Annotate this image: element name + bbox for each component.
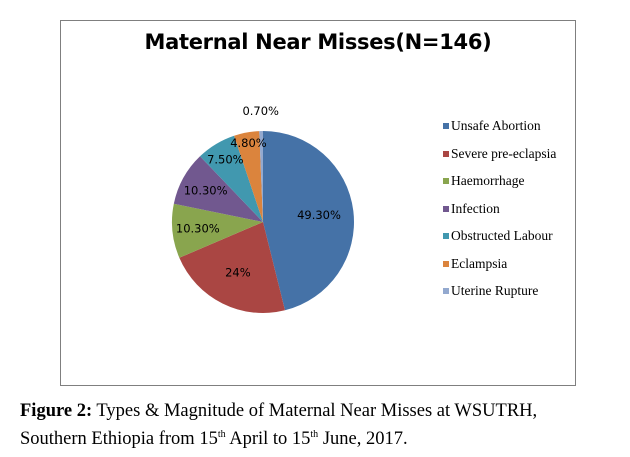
legend-item-infection: Infection <box>443 201 556 229</box>
pie-slice-obstructed-labour <box>200 135 263 222</box>
data-label-severe-pre-eclapsia: 24% <box>225 266 251 280</box>
legend-item-uterine-rupture: Uterine Rupture <box>443 283 556 311</box>
caption-line2a: Southern Ethiopia from 15 <box>20 429 218 450</box>
caption-label: Figure 2: <box>20 401 93 421</box>
data-label-obstructed-labour: 7.50% <box>207 153 244 167</box>
caption-sup1: th <box>217 429 226 440</box>
pie-slice-uterine-rupture <box>259 131 263 222</box>
data-label-haemorrhage: 10.30% <box>176 222 220 236</box>
data-label-unsafe-abortion: 49.30% <box>297 208 341 222</box>
legend-item-eclampsia: Eclampsia <box>443 256 556 284</box>
legend-swatch <box>443 260 449 267</box>
caption-sup2: th <box>310 429 319 440</box>
legend: Unsafe Abortion Severe pre-eclapsia Haemor… <box>443 118 556 311</box>
legend-label: Infection <box>451 200 500 216</box>
legend-swatch <box>443 150 449 157</box>
caption-line1: Types & Magnitude of Maternal Near Misse… <box>92 401 538 421</box>
figure-caption: Figure 2: Types & Magnitude of Maternal … <box>20 400 620 451</box>
chart-title: Maternal Near Misses(N=146) <box>144 30 492 54</box>
legend-item-unsafe-abortion: Unsafe Abortion <box>443 118 556 146</box>
legend-item-obstructed-labour: Obstructed Labour <box>443 228 556 256</box>
legend-item-severe-pre-eclapsia: Severe pre-eclapsia <box>443 146 556 174</box>
pie-slice-unsafe-abortion <box>263 131 354 311</box>
legend-label: Obstructed Labour <box>451 228 553 243</box>
legend-swatch <box>443 205 449 212</box>
legend-label: Unsafe Abortion <box>451 118 541 133</box>
caption-line2c: June, 2017. <box>318 429 408 450</box>
data-label-infection: 10.30% <box>184 183 228 197</box>
legend-label: Haemorrhage <box>451 173 525 188</box>
legend-label: Severe pre-eclapsia <box>451 145 557 161</box>
pie-slice-haemorrhage <box>172 203 263 258</box>
pie-slice-severe-pre-eclapsia <box>179 222 285 313</box>
data-label-eclampsia: 4.80% <box>230 136 267 150</box>
legend-swatch <box>443 123 449 129</box>
pie-slice-eclampsia <box>234 131 263 222</box>
legend-swatch <box>443 178 449 184</box>
data-label-uterine-rupture: 0.70% <box>242 104 279 118</box>
legend-label: Uterine Rupture <box>451 283 539 298</box>
legend-swatch <box>443 233 449 239</box>
legend-swatch <box>443 288 449 294</box>
caption-line2b: April to 15 <box>225 429 311 450</box>
legend-label: Eclampsia <box>451 255 508 271</box>
pie-slice-infection <box>173 156 263 222</box>
legend-item-haemorrhage: Haemorrhage <box>443 173 556 201</box>
